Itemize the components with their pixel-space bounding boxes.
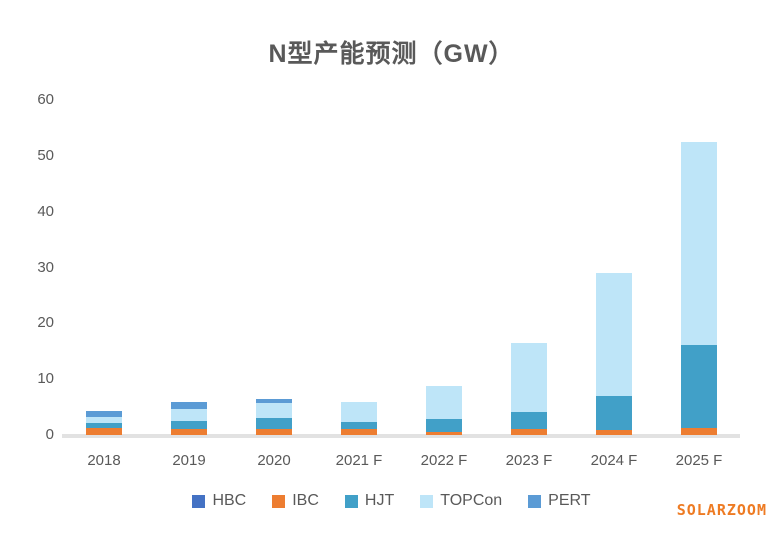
- bar-segment-TOPCon-2024F: [596, 273, 632, 396]
- bar-segment-IBC-2021F: [341, 429, 377, 435]
- legend-swatch-icon: [272, 494, 286, 508]
- bar-segment-HJT-2018: [86, 422, 122, 428]
- legend-swatch-icon: [420, 494, 434, 508]
- bar-segment-HJT-2020: [256, 417, 292, 429]
- bar-segment-HJT-2021F: [341, 422, 377, 430]
- bar-segment-TOPCon-2018: [86, 417, 122, 423]
- x-tick-label: 2020: [257, 452, 291, 469]
- bar-segment-HJT-2022F: [426, 418, 462, 432]
- bar-segment-IBC-2025F: [681, 427, 717, 435]
- bar-segment-TOPCon-2020: [256, 403, 292, 418]
- legend-label-HJT: HJT: [364, 492, 395, 509]
- legend-swatch-icon: [528, 494, 542, 508]
- bar-segment-IBC-2023F: [511, 429, 547, 435]
- legend-swatch-icon: [192, 494, 206, 508]
- legend-item-HBC: HBC: [192, 492, 246, 510]
- legend-label-IBC: IBC: [292, 492, 319, 509]
- bar-segment-TOPCon-2022F: [426, 386, 462, 419]
- bar-segment-HJT-2025F: [681, 344, 717, 428]
- bar-segment-IBC-2020: [256, 428, 292, 435]
- bar-segment-HJT-2019: [171, 421, 207, 429]
- x-axis-line: [62, 434, 740, 438]
- bar-segment-TOPCon-2023F: [511, 342, 547, 412]
- x-tick-label: 2021 F: [335, 452, 383, 469]
- bar-segment-TOPCon-2025F: [681, 141, 717, 345]
- bar-segment-IBC-2018: [86, 427, 122, 435]
- y-tick-label: 50: [37, 146, 54, 164]
- bar-segment-IBC-2022F: [426, 431, 462, 435]
- bar-segment-HJT-2023F: [511, 411, 547, 430]
- bar-segment-PERT-2019: [171, 401, 207, 410]
- legend-item-HJT: HJT: [344, 492, 395, 510]
- x-tick-label: 2018: [87, 452, 121, 469]
- y-tick-label: 60: [37, 91, 54, 108]
- y-tick-label: 10: [37, 370, 54, 388]
- legend-swatch-icon: [344, 494, 358, 508]
- watermark: SOLARZOOM: [676, 501, 767, 519]
- bar-segment-PERT-2020: [256, 399, 292, 404]
- x-tick-label: 2025 F: [675, 452, 723, 469]
- legend-item-PERT: PERT: [528, 492, 591, 510]
- bar-segment-TOPCon-2021F: [341, 401, 377, 423]
- legend-label-PERT: PERT: [548, 492, 591, 509]
- legend-label-TOPCon: TOPCon: [440, 492, 503, 509]
- x-tick-label: 2019: [172, 452, 206, 469]
- y-tick-label: 40: [37, 202, 54, 220]
- bar-segment-PERT-2018: [86, 410, 122, 418]
- x-tick-label: 2022 F: [420, 452, 468, 469]
- bar-segment-HJT-2024F: [596, 395, 632, 430]
- bar-segment-IBC-2019: [171, 428, 207, 435]
- chart-title: N型产能预测（GW）: [268, 40, 515, 68]
- legend: HBC IBC HJT TOPCon PERT: [0, 492, 783, 510]
- legend-item-IBC: IBC: [272, 492, 319, 510]
- legend-label-HBC: HBC: [212, 492, 247, 509]
- x-tick-label: 2023 F: [505, 452, 553, 469]
- bar-segment-TOPCon-2019: [171, 409, 207, 422]
- y-tick-label: 30: [37, 258, 54, 276]
- y-tick-label: 20: [37, 314, 54, 332]
- legend-item-TOPCon: TOPCon: [420, 492, 502, 510]
- y-tick-label: 0: [45, 426, 54, 443]
- bar-segment-IBC-2024F: [596, 429, 632, 435]
- x-tick-label: 2024 F: [590, 452, 638, 469]
